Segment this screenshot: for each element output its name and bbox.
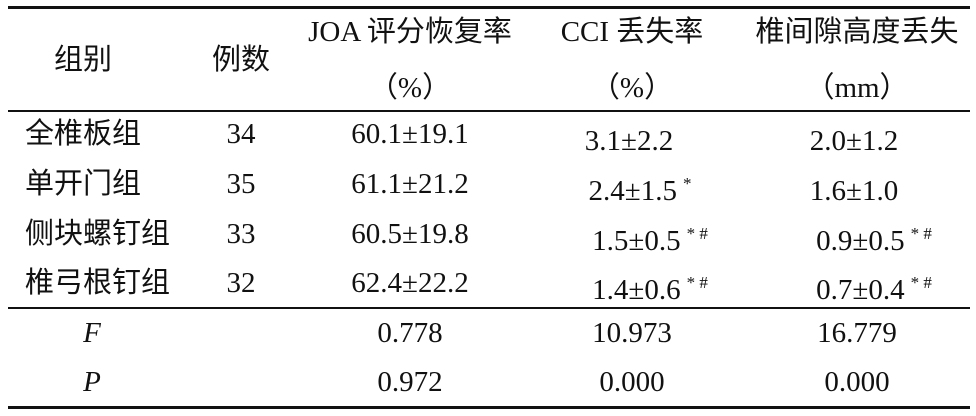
row-cases: 32 [226, 267, 256, 299]
header-cci-unit: （%） [590, 72, 674, 104]
stat-disc: 16.779 [817, 317, 897, 349]
row-cases: 33 [226, 218, 256, 250]
row-cci: 3.1±2.2 [584, 125, 674, 157]
row-cases: 34 [226, 118, 256, 150]
row-joa: 61.1±21.2 [351, 168, 469, 200]
header-cci-title: CCI 丢失率 [560, 16, 704, 48]
row-group: 椎弓根钉组 [25, 267, 171, 299]
header-group: 组别 [53, 44, 113, 76]
table-bottom-rule [8, 406, 970, 409]
row-joa: 62.4±22.2 [351, 267, 469, 299]
stat-label: P [83, 366, 101, 398]
row-joa: 60.1±19.1 [351, 118, 469, 150]
row-disc: 0.7±0.4 * # [816, 273, 932, 306]
row-group: 单开门组 [25, 168, 142, 200]
header-joa-unit: （%） [368, 72, 452, 104]
row-cci: 1.5±0.5 * # [592, 224, 708, 257]
row-group: 全椎板组 [25, 118, 142, 150]
table-top-rule [8, 6, 970, 9]
stat-cci: 10.973 [592, 317, 672, 349]
header-cases: 例数 [211, 44, 271, 76]
row-disc: 2.0±1.2 [809, 125, 899, 157]
header-disc-title: 椎间隙高度丢失 [755, 16, 959, 48]
stat-cci: 0.000 [599, 366, 665, 398]
header-joa-title: JOA 评分恢复率 [308, 16, 512, 48]
stat-disc: 0.000 [824, 366, 890, 398]
stat-joa: 0.778 [377, 317, 443, 349]
row-cci: 1.4±0.6 * # [592, 273, 708, 306]
row-cases: 35 [226, 168, 256, 200]
row-group: 侧块螺钉组 [25, 218, 171, 250]
row-joa: 60.5±19.8 [351, 218, 469, 250]
table-header-rule [8, 110, 970, 112]
table-stats-rule [8, 307, 970, 309]
stat-label: F [83, 317, 101, 349]
row-cci: 2.4±1.5 * [588, 174, 692, 207]
header-disc-unit: （mm） [805, 72, 909, 104]
row-disc: 1.6±1.0 [809, 175, 899, 207]
row-disc: 0.9±0.5 * # [816, 224, 932, 257]
stat-joa: 0.972 [377, 366, 443, 398]
